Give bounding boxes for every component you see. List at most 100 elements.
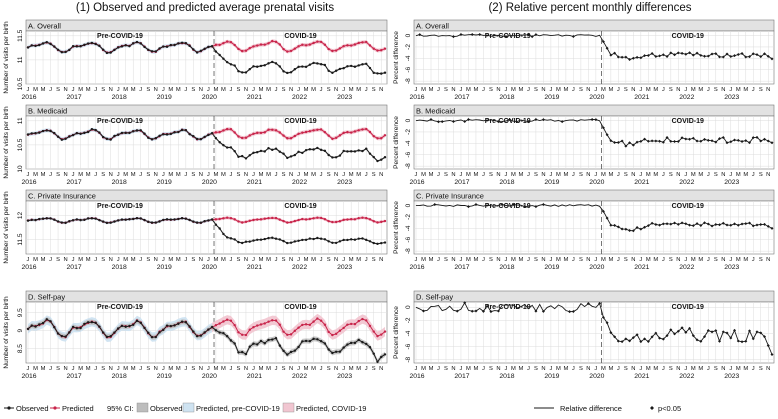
x-tick-month: N	[289, 257, 293, 263]
observed-point	[188, 218, 191, 222]
observed-point	[263, 150, 266, 153]
observed-point	[135, 319, 139, 323]
observed-point	[282, 70, 285, 73]
observed-point	[203, 47, 206, 51]
x-tick-month: M	[421, 366, 426, 372]
x-tick-month: M	[259, 172, 264, 178]
predicted-point	[229, 319, 233, 322]
predicted-point	[319, 40, 323, 44]
significant-marker	[695, 51, 699, 55]
observed-point	[90, 320, 94, 324]
x-tick-month: M	[646, 257, 651, 263]
x-tick-month: J	[729, 172, 732, 178]
x-tick-month: S	[534, 257, 538, 263]
significant-marker	[684, 52, 688, 56]
observed-point	[237, 155, 240, 158]
observed-point	[259, 339, 263, 343]
observed-point	[173, 43, 176, 47]
significant-marker	[639, 56, 643, 60]
x-tick-month: N	[586, 172, 590, 178]
significant-marker	[635, 55, 639, 59]
predicted-point	[346, 323, 349, 326]
observed-point	[124, 325, 127, 328]
x-tick-month: N	[379, 87, 383, 93]
predicted-point	[383, 330, 387, 333]
x-tick-month: N	[676, 172, 680, 178]
predicted-point	[312, 41, 315, 45]
x-tick-month: J	[437, 87, 440, 93]
predicted-point	[267, 320, 270, 323]
x-tick-year: 2021	[634, 94, 649, 101]
observed-point	[207, 45, 210, 49]
x-tick-year: 2017	[67, 264, 82, 271]
x-tick-month: S	[759, 87, 763, 93]
observed-point	[368, 152, 372, 155]
x-tick-month: M	[698, 172, 703, 178]
x-tick-month: J	[527, 172, 530, 178]
significant-marker	[628, 228, 632, 232]
significant-marker	[481, 309, 485, 313]
observed-point	[162, 45, 165, 48]
observed-point	[86, 217, 90, 220]
x-tick-month: N	[244, 172, 248, 178]
x-tick-year: 2016	[409, 179, 424, 186]
significant-marker	[534, 33, 538, 37]
x-tick-month: M	[311, 257, 316, 263]
observed-point	[41, 129, 45, 133]
observed-point	[248, 68, 251, 71]
significant-marker	[706, 54, 710, 58]
x-tick-year: 2019	[544, 179, 559, 186]
x-tick-month: M	[131, 366, 136, 372]
observed-point	[30, 132, 33, 135]
y-axis-label: Number of visits per birth	[3, 21, 10, 94]
x-tick-month: J	[572, 87, 575, 93]
x-tick-month: N	[334, 172, 338, 178]
legend-ci-title: 95% CI:	[107, 404, 134, 413]
significant-marker	[673, 53, 677, 57]
observed-point	[274, 237, 278, 240]
x-tick-month: M	[123, 87, 128, 93]
x-tick-month: M	[601, 172, 606, 178]
x-tick-month: N	[244, 366, 248, 372]
x-tick-year: 2020	[589, 94, 604, 101]
x-tick-month: S	[191, 366, 195, 372]
observed-point	[210, 325, 214, 329]
predicted-point	[316, 216, 319, 219]
pre-covid-label: Pre-COVID-19	[485, 118, 531, 125]
x-tick-month: M	[421, 257, 426, 263]
observed-point	[225, 236, 229, 239]
observed-point	[225, 60, 229, 64]
predicted-point	[214, 131, 218, 134]
observed-point	[38, 131, 41, 134]
predicted-point	[267, 42, 270, 45]
legend-significant-label: p<0.05	[658, 404, 681, 413]
x-tick-year: 2016	[409, 373, 424, 380]
observed-point	[244, 240, 248, 243]
observed-point	[241, 241, 244, 245]
predicted-point	[225, 40, 229, 43]
x-tick-month: M	[176, 257, 181, 263]
x-tick-year: 2019	[544, 264, 559, 271]
predicted-point	[301, 131, 304, 134]
significant-marker	[744, 339, 748, 343]
significant-marker	[613, 140, 617, 144]
observed-point	[105, 335, 109, 339]
x-tick-month: N	[244, 257, 248, 263]
panel-left-c-private-insurance: C. Private Insurance 11.5 12 Number of visi…	[3, 189, 388, 271]
significant-marker	[751, 337, 755, 341]
legend-predicted-marker	[53, 406, 57, 410]
observed-point	[225, 146, 229, 149]
x-tick-year: 2016	[21, 94, 36, 101]
x-tick-month: J	[415, 366, 418, 372]
predicted-point	[323, 218, 327, 221]
x-tick-month: M	[466, 87, 471, 93]
observed-point	[173, 218, 176, 221]
observed-point	[214, 329, 218, 332]
observed-point	[252, 342, 255, 345]
observed-point	[188, 44, 191, 48]
significant-marker	[616, 55, 620, 59]
x-tick-month: J	[662, 257, 665, 263]
predicted-point	[286, 50, 289, 53]
observed-point	[267, 338, 270, 342]
